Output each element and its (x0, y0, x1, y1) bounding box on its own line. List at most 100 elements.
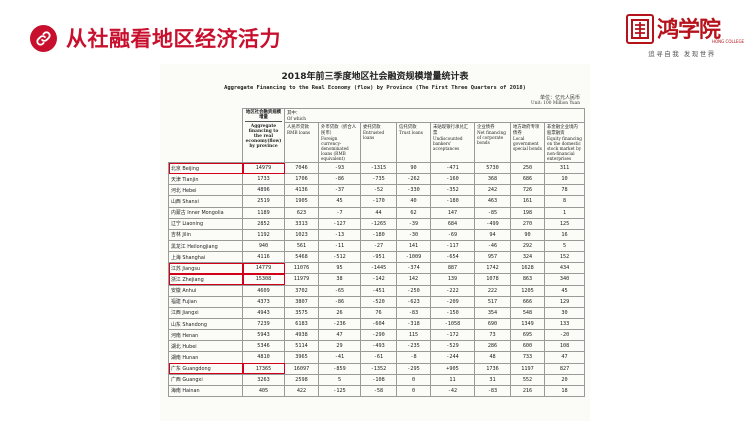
column-header: 未贴现银行承兑汇票 Undiscounted bankers' acceptanc… (430, 122, 475, 163)
region-cell: 北京 Beijing (168, 161, 243, 175)
value-cell: -83 (396, 306, 431, 319)
value-cell: 11076 (284, 262, 319, 275)
value-cell: 422 (284, 384, 319, 397)
table-row: 安徽 Anhui 4609 3702 -65 -451 -250 -222 222 1205 45 (168, 284, 586, 297)
region-cell: 上海 Shanghai (168, 251, 243, 264)
value-cell: 161 (510, 195, 545, 208)
region-cell: 内蒙古 Inner Mongolia (168, 206, 243, 219)
value-cell: 125 (543, 217, 586, 230)
region-cell: 海南 Hainan (168, 384, 243, 397)
value-cell: 1706 (284, 173, 319, 186)
column-header-en: Equity financing on the domestic stock m… (547, 136, 582, 161)
value-cell: -1265 (360, 217, 397, 230)
unit-label-cn: 单位：亿元人民币 (539, 95, 580, 101)
table-row: 广西 Guangxi 3263 2598 5 -108 0 11 31 552 20 (168, 373, 586, 386)
table-row: 江苏 Jiangsu 14779 11076 95 -1445 -374 887 1742 16… (168, 262, 586, 275)
value-cell: 1628 (510, 262, 545, 275)
value-cell: -180 (360, 228, 397, 241)
table-row: 上海 Shanghai 4116 5468 -512 -951 -1009 -654 957 3… (168, 251, 586, 264)
document-title: 2018年前三季度地区社会融资规模增量统计表 (281, 72, 469, 82)
value-cell: -493 (360, 340, 397, 353)
value-cell: 292 (510, 239, 545, 253)
total-cell: 5346 (242, 340, 285, 353)
total-cell: 17365 (242, 362, 285, 375)
value-cell: -117 (430, 239, 475, 253)
region-cell: 湖南 Hunan (168, 351, 243, 364)
value-cell: 7046 (284, 161, 319, 175)
region-cell: 河南 Henan (168, 329, 243, 342)
value-cell: -83 (474, 384, 511, 397)
value-cell: -623 (396, 295, 431, 308)
value-cell: 827 (543, 362, 586, 375)
document-subtitle: Aggregate Financing to the Real Economy … (224, 85, 526, 91)
value-cell: 47 (543, 351, 586, 364)
column-header-cn: 非金融企业境内股票融资 (547, 125, 578, 136)
value-cell: 44 (360, 206, 397, 219)
value-cell: 139 (430, 273, 475, 286)
value-cell: -236 (318, 317, 361, 331)
region-cell: 浙江 Zhejiang (168, 273, 243, 286)
total-cell: 1192 (242, 228, 285, 241)
column-header-cn: 未贴现银行承兑汇票 (433, 125, 469, 136)
value-cell: 4136 (284, 184, 319, 197)
header-total: 地区社会融资规模增量 Aggregate financing to the re… (242, 108, 285, 163)
value-cell: 324 (510, 251, 545, 264)
column-header: 地方政府专项债券 Local government special bonds (510, 122, 545, 163)
value-cell: 26 (318, 306, 361, 319)
link-icon (30, 25, 57, 52)
header-blank (168, 108, 243, 163)
value-cell: -951 (360, 251, 397, 264)
value-cell: 1078 (474, 273, 511, 286)
total-cell: 2852 (242, 217, 285, 230)
value-cell: 1023 (284, 228, 319, 241)
table-row: 天津 Tianjin 1733 1706 -86 -735 -262 -160 368 686 1… (168, 173, 586, 186)
table-row: 内蒙古 Inner Mongolia 1189 623 -7 44 62 147 -85 198… (168, 206, 586, 219)
value-cell: 45 (543, 284, 586, 297)
value-cell: 1205 (510, 284, 545, 297)
total-cell: 3263 (242, 373, 285, 386)
value-cell: 690 (474, 317, 511, 331)
value-cell: 686 (510, 173, 545, 186)
table-row: 湖南 Hunan 4810 3965 -41 -61 -8 -244 48 733 47 (168, 351, 586, 364)
value-cell: -262 (396, 173, 431, 186)
total-cell: 4116 (242, 251, 285, 264)
region-cell: 黑龙江 Heilongjiang (168, 239, 243, 253)
total-cell: 405 (242, 384, 285, 397)
total-cell: 5943 (242, 329, 285, 342)
column-header-en: Entrusted loans (363, 130, 385, 140)
value-cell: -222 (430, 284, 475, 297)
value-cell: -172 (430, 329, 475, 342)
value-cell: -654 (430, 251, 475, 264)
value-cell: 2598 (284, 373, 319, 386)
value-cell: -52 (360, 184, 397, 197)
total-cell: 4896 (242, 184, 285, 197)
value-cell: -471 (430, 161, 475, 175)
column-header-cn: 信托贷款 (399, 125, 417, 130)
value-cell: -290 (360, 329, 397, 342)
value-cell: +905 (430, 362, 475, 375)
value-cell: -451 (360, 284, 397, 297)
value-cell: -125 (318, 384, 361, 397)
value-cell: 887 (430, 262, 475, 275)
value-cell: -250 (396, 284, 431, 297)
value-cell: 434 (543, 262, 586, 275)
value-cell: 216 (510, 384, 545, 397)
value-cell: 3965 (284, 351, 319, 364)
value-cell: 695 (510, 329, 545, 342)
value-cell: 8 (543, 195, 586, 208)
value-cell: 4938 (284, 329, 319, 342)
value-cell: -209 (430, 295, 475, 308)
value-cell: 1742 (474, 262, 511, 275)
column-header: 企业债券 Net financing of corporate bonds (474, 122, 511, 163)
region-cell: 河北 Hebei (168, 184, 243, 197)
column-header-cn: 人民币贷款 (287, 125, 309, 130)
value-cell: -13 (318, 228, 361, 241)
value-cell: 30 (543, 306, 586, 319)
value-cell: 5 (543, 239, 586, 253)
value-cell: -65 (318, 284, 361, 297)
value-cell: -58 (360, 384, 397, 397)
value-cell: 29 (318, 340, 361, 353)
slide-header: 从社融看地区经济活力 鸿学院 HONG COLLEGE 追寻自我 发现世界 (0, 0, 750, 62)
value-cell: 517 (474, 295, 511, 308)
value-cell: 623 (284, 206, 319, 219)
